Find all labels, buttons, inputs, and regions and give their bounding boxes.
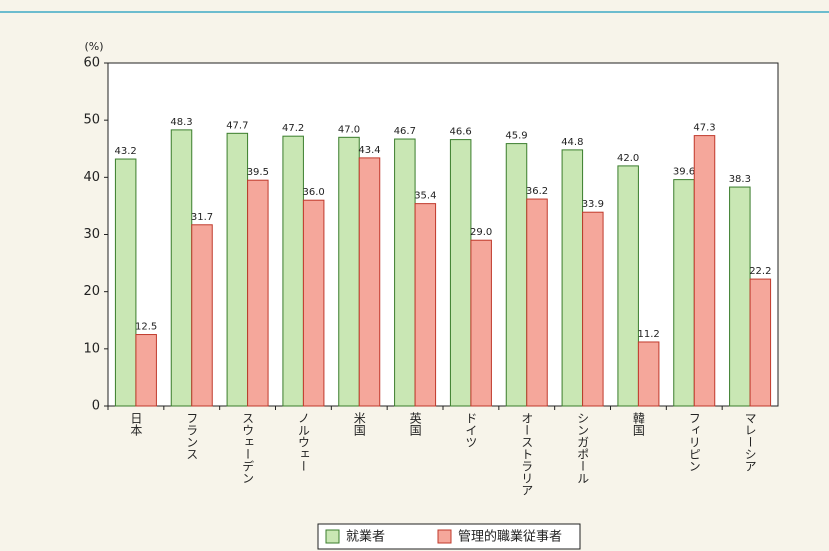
bar [114, 158, 137, 407]
value-label: 43.4 [358, 145, 380, 156]
bar [247, 179, 269, 407]
bar [470, 239, 492, 407]
x-tick-label: ドイツ [464, 412, 478, 448]
bar [673, 179, 695, 407]
y-tick-label: 30 [83, 227, 100, 242]
value-label: 35.4 [414, 191, 436, 202]
y-tick-label: 60 [83, 56, 100, 71]
value-label: 36.0 [303, 187, 325, 198]
bar [338, 136, 360, 407]
x-tick-label: 英国 [408, 412, 422, 436]
x-tick-label: フランス [185, 412, 199, 460]
x-tick-label: オーストラリア [520, 412, 534, 496]
value-label: 39.5 [247, 167, 269, 178]
bar [170, 129, 193, 407]
y-tick-label: 0 [92, 399, 100, 414]
bar [749, 278, 772, 407]
x-tick-label: シンガポール [576, 412, 590, 484]
value-label: 31.7 [191, 212, 213, 223]
value-label: 46.7 [394, 126, 416, 137]
x-tick-label: マレーシア [743, 412, 757, 472]
value-label: 43.2 [115, 146, 137, 157]
value-label: 47.7 [226, 120, 248, 131]
y-tick-label: 40 [83, 170, 100, 185]
value-label: 45.9 [505, 131, 527, 142]
bar [358, 157, 381, 407]
value-label: 44.8 [561, 137, 583, 148]
bar [449, 139, 472, 407]
bar [637, 341, 660, 407]
bar [394, 138, 416, 407]
value-label: 11.2 [638, 329, 660, 340]
legend-label: 就業者 [346, 529, 385, 545]
bar [282, 135, 304, 407]
y-tick-label: 10 [83, 341, 100, 356]
value-label: 46.6 [450, 127, 472, 138]
bar [414, 203, 437, 407]
value-label: 47.2 [282, 123, 304, 134]
value-label: 48.3 [170, 117, 192, 128]
x-tick-label: ノルウェー [296, 412, 310, 472]
value-label: 47.3 [693, 123, 715, 134]
bar [135, 334, 157, 407]
y-tick-label: 50 [83, 113, 100, 128]
value-label: 42.0 [617, 153, 639, 164]
value-label: 47.0 [338, 124, 360, 135]
bar [729, 186, 751, 407]
bar [505, 143, 528, 407]
bar [582, 211, 604, 407]
legend-swatch [325, 529, 340, 544]
value-label: 39.6 [673, 167, 695, 178]
x-tick-label: 米国 [352, 412, 366, 436]
bar [617, 165, 639, 407]
value-label: 38.3 [729, 174, 751, 185]
x-tick-label: 韓国 [631, 412, 645, 436]
x-tick-label: スウェーデン [241, 412, 255, 484]
value-label: 36.2 [526, 186, 548, 197]
y-axis-label: (%) [84, 40, 103, 53]
plot-area [107, 62, 779, 407]
value-label: 33.9 [582, 199, 604, 210]
bar [191, 224, 213, 407]
bar [302, 199, 325, 407]
x-tick-label: 日本 [129, 412, 143, 437]
value-label: 12.5 [135, 322, 157, 333]
x-tick-label: フィリピン [687, 412, 701, 472]
value-label: 22.2 [749, 266, 771, 277]
value-label: 29.0 [470, 227, 492, 238]
bar [693, 135, 716, 407]
legend-swatch [437, 529, 452, 544]
legend-label: 管理的職業従事者 [458, 529, 562, 545]
bar [226, 132, 249, 407]
bar [561, 149, 584, 407]
y-tick-label: 20 [83, 284, 100, 299]
bar [526, 198, 548, 407]
